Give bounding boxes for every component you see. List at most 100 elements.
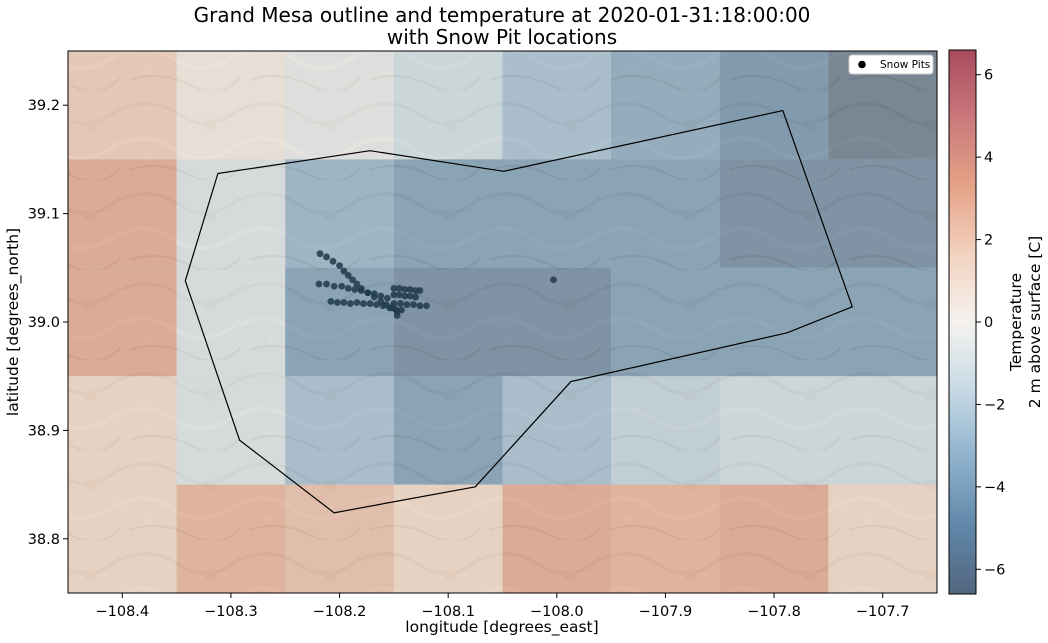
snow-pit-point: [383, 294, 391, 302]
snow-pit-point: [351, 286, 359, 293]
temperature-cell: [502, 484, 612, 593]
snow-pit-point: [550, 276, 557, 284]
legend-label-snow-pits: Snow Pits: [880, 59, 930, 71]
temperature-cell: [176, 376, 286, 485]
snow-pit-point: [416, 287, 424, 294]
temperature-cell: [176, 267, 286, 377]
snow-pit-point: [353, 280, 361, 288]
legend: Snow Pits: [848, 54, 934, 75]
temperature-cell: [393, 484, 503, 593]
temperature-cell: [176, 159, 286, 268]
colorbar-ticks: 6 4 2 0 −2 −4 −6: [976, 68, 1005, 578]
snow-pit-point: [395, 284, 403, 292]
snow-pit-point: [410, 301, 417, 309]
snow-pit-point: [423, 302, 430, 310]
y-axis-label: latitude [degrees_north]: [4, 228, 23, 416]
legend-box: [848, 54, 934, 75]
snow-pit-point: [416, 302, 424, 310]
y-axis: 38.8 38.9 39.0 39.1 39.2: [28, 98, 68, 548]
snow-pit-point: [338, 282, 346, 290]
snow-pit-point: [344, 284, 352, 292]
colorbar-tick-label: 4: [984, 150, 993, 166]
snow-pit-point: [349, 276, 356, 284]
snow-pit-point: [395, 291, 403, 299]
temperature-cell: [68, 376, 177, 485]
snow-pit-series: [315, 250, 557, 319]
snow-pit-point: [412, 293, 419, 301]
temperature-cell: [611, 267, 720, 377]
temperature-cell: [719, 51, 829, 160]
snow-pit-point: [357, 287, 365, 294]
temperature-cell: [68, 159, 177, 268]
snow-pit-point: [390, 300, 398, 307]
x-axis-label: longitude [degrees_east]: [405, 618, 598, 637]
colorbar: 6 4 2 0 −2 −4 −6 Temperature 2 m above surface…: [948, 49, 1044, 595]
x-axis: −108.4 −108.3 −108.2 −108.1 −108.0 −107.9 −107…: [95, 593, 910, 620]
colorbar-tick-label: 6: [984, 68, 993, 84]
x-tick-label: −108.0: [530, 604, 584, 620]
temperature-grid: [68, 51, 937, 593]
snow-pit-point: [373, 301, 380, 309]
snow-pit-point: [340, 267, 348, 275]
y-tick-label: 39.2: [28, 98, 60, 114]
snow-pit-point: [403, 301, 411, 309]
snow-pit-point: [353, 299, 361, 306]
temperature-cell: [828, 159, 937, 268]
temperature-cell: [285, 51, 394, 160]
snow-pit-point: [340, 299, 348, 306]
temperature-cell: [828, 267, 937, 377]
temperature-cell: [719, 376, 829, 485]
temperature-cell: [285, 159, 394, 268]
temperature-cell: [611, 51, 720, 160]
snow-pit-point: [377, 292, 385, 300]
temperature-cell: [719, 484, 829, 593]
snow-pit-point: [327, 298, 335, 305]
x-tick-label: −108.3: [204, 604, 258, 620]
snow-pit-point: [323, 280, 330, 288]
plot-area: [68, 51, 937, 593]
snow-pit-point: [333, 299, 341, 306]
colorbar-label-line1: Temperature: [1007, 273, 1025, 372]
snow-pit-point: [393, 312, 401, 319]
temperature-cell: [502, 376, 612, 485]
colorbar-label-line2: 2 m above surface [C]: [1026, 236, 1044, 408]
snow-pit-point: [390, 284, 398, 292]
colorbar-gradient: [948, 49, 977, 595]
temperature-cell: [828, 376, 937, 485]
grand-mesa-outline: [184, 109, 854, 514]
snow-pit-point: [344, 271, 352, 279]
snow-pit-point: [379, 302, 387, 310]
y-tick-label: 38.9: [28, 423, 60, 439]
snow-pit-point: [347, 300, 354, 307]
snow-pit-point: [316, 250, 324, 258]
snow-pit-point: [329, 257, 337, 265]
temperature-cell: [502, 51, 612, 160]
temperature-cell: [611, 376, 720, 485]
snow-pit-point: [406, 292, 414, 300]
y-tick-label: 39.0: [28, 315, 60, 331]
temperature-cell: [285, 484, 394, 593]
temperature-cell: [176, 484, 286, 593]
x-tick-label: −107.8: [747, 604, 801, 620]
temperature-cell: [611, 484, 720, 593]
snow-pit-point: [370, 290, 378, 298]
temperature-cell: [828, 484, 937, 593]
y-tick-label: 39.1: [28, 207, 60, 223]
temperature-cell: [285, 376, 394, 485]
chart-title: Grand Mesa outline and temperature at 20…: [194, 3, 811, 27]
snow-pit-point: [396, 300, 404, 307]
legend-marker-snow-pits: [858, 60, 866, 69]
x-tick-label: −107.9: [639, 604, 693, 620]
y-tick-label: 38.8: [28, 532, 60, 548]
chart-subtitle: with Snow Pit locations: [387, 25, 617, 49]
snow-pit-point: [401, 292, 409, 300]
snow-pit-point: [390, 291, 398, 299]
temperature-cell: [502, 267, 612, 377]
colorbar-tick-label: 0: [984, 315, 993, 331]
colorbar-tick-label: −2: [984, 397, 1005, 413]
temperature-cell: [502, 159, 612, 268]
temperature-cell: [176, 51, 286, 160]
x-tick-label: −108.4: [95, 604, 149, 620]
snow-pit-point: [386, 304, 393, 312]
snow-pit-point: [336, 262, 343, 270]
